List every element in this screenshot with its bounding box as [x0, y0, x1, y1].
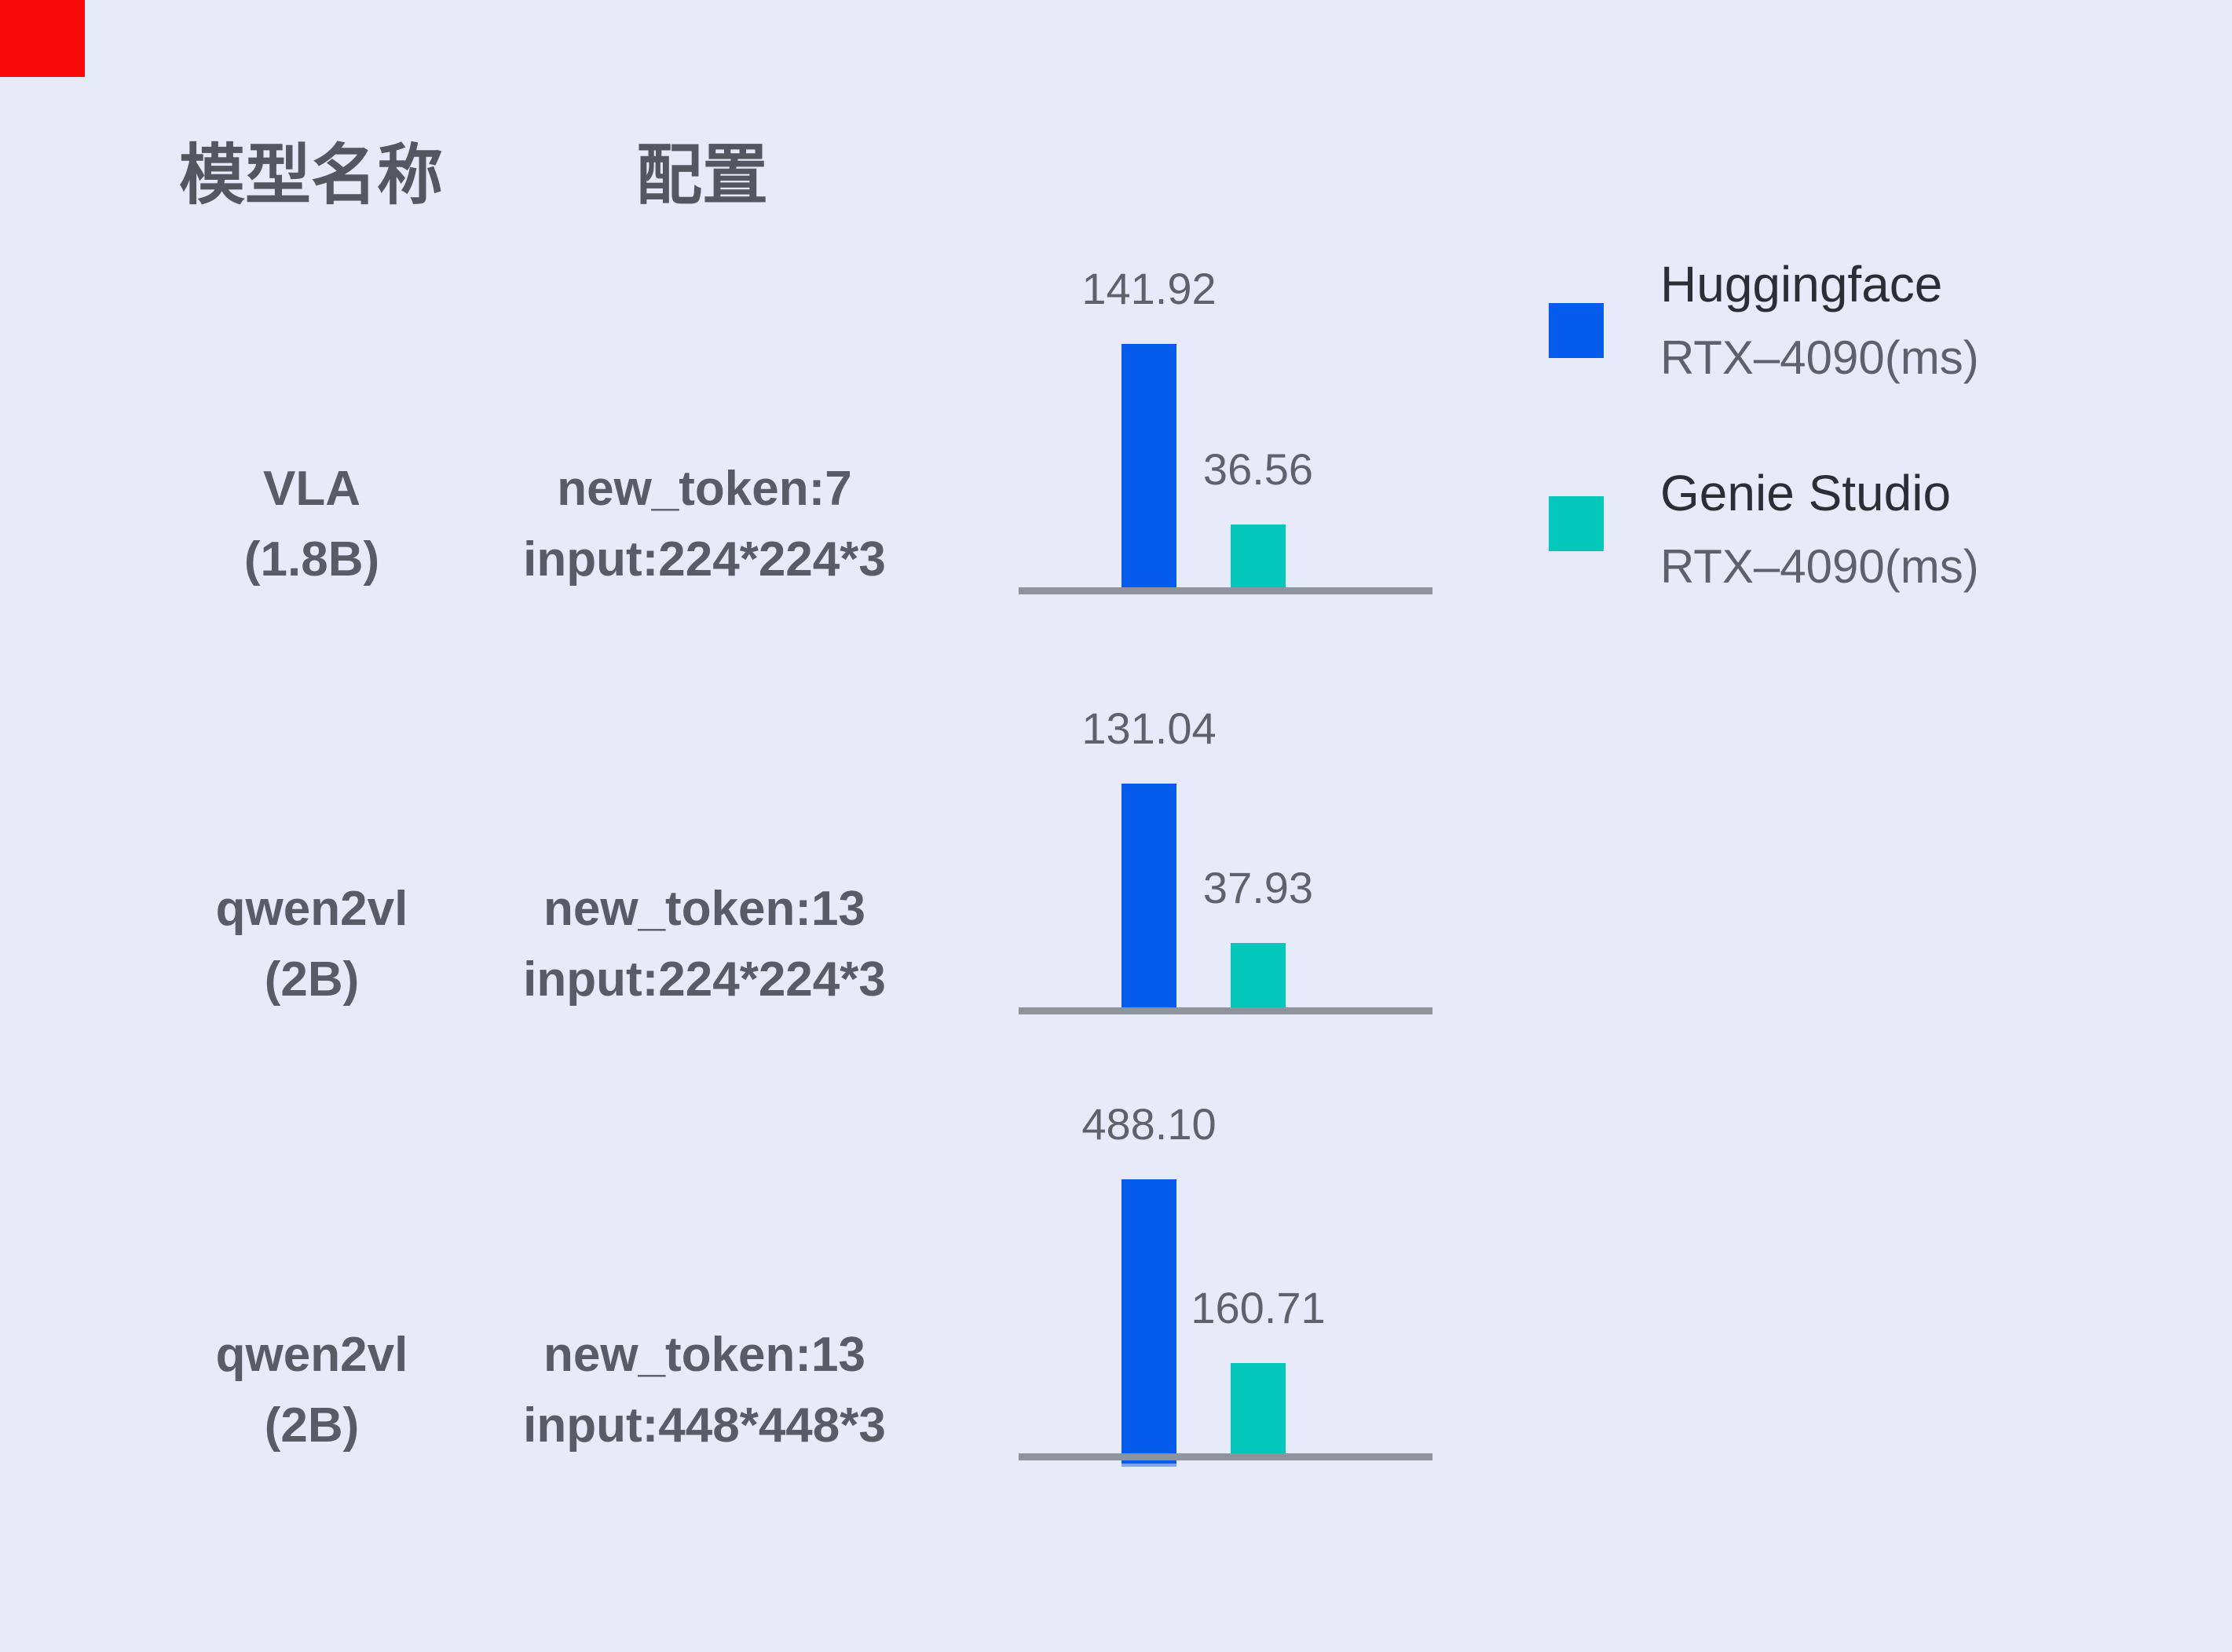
value-label-huggingface: 488.10	[1081, 1099, 1217, 1149]
config-input-size: input:448*448*3	[523, 1398, 886, 1453]
axis-baseline	[1019, 1007, 1433, 1014]
value-label-huggingface: 141.92	[1081, 264, 1217, 313]
model-size: (2B)	[264, 952, 360, 1007]
axis-baseline	[1019, 587, 1433, 594]
value-label-huggingface: 131.04	[1081, 704, 1217, 753]
config-input-size: input:224*224*3	[523, 532, 886, 587]
model-name-cell: qwen2vl (2B)	[108, 874, 516, 1015]
axis-baseline	[1019, 1453, 1433, 1460]
value-label-genie-studio: 36.56	[1202, 444, 1314, 494]
legend-label-genie-studio: Genie Studio	[1660, 465, 1952, 521]
legend-label-huggingface: Huggingface	[1660, 256, 1943, 312]
config-new-token: new_token:13	[543, 1328, 866, 1382]
model-name: qwen2vl	[215, 882, 408, 936]
config-cell: new_token:13 input:224*224*3	[500, 874, 909, 1015]
bar-genie-studio	[1231, 943, 1286, 1007]
model-name-cell: qwen2vl (2B)	[108, 1320, 516, 1461]
legend-swatch-huggingface	[1549, 303, 1604, 358]
model-name: qwen2vl	[215, 1328, 408, 1382]
config-cell: new_token:13 input:448*448*3	[500, 1320, 909, 1461]
config-input-size: input:224*224*3	[523, 952, 886, 1007]
value-label-genie-studio: 37.93	[1202, 863, 1314, 912]
red-marker	[0, 0, 85, 77]
bar-huggingface	[1121, 784, 1176, 1007]
legend-sublabel-huggingface: RTX–4090(ms)	[1660, 331, 1979, 384]
value-label-genie-studio: 160.71	[1191, 1283, 1326, 1332]
model-name: VLA	[263, 462, 360, 516]
bar-genie-studio	[1231, 1363, 1286, 1453]
model-size: (2B)	[264, 1398, 360, 1453]
bar-genie-studio	[1231, 524, 1286, 587]
model-name-cell: VLA (1.8B)	[108, 454, 516, 595]
model-size: (1.8B)	[243, 532, 380, 587]
config-new-token: new_token:7	[557, 462, 852, 516]
legend-item-genie-studio: Genie Studio RTX–4090(ms)	[1549, 465, 1979, 594]
legend-sublabel-genie-studio: RTX–4090(ms)	[1660, 540, 1979, 593]
legend-item-huggingface: Huggingface RTX–4090(ms)	[1549, 256, 1979, 385]
bar-huggingface	[1121, 1179, 1176, 1467]
bar-huggingface	[1121, 344, 1176, 587]
config-cell: new_token:7 input:224*224*3	[500, 454, 909, 595]
column-header-config: 配置	[636, 138, 769, 212]
column-header-model: 模型名称	[179, 138, 444, 212]
legend-swatch-genie-studio	[1549, 496, 1604, 551]
config-new-token: new_token:13	[543, 882, 866, 936]
